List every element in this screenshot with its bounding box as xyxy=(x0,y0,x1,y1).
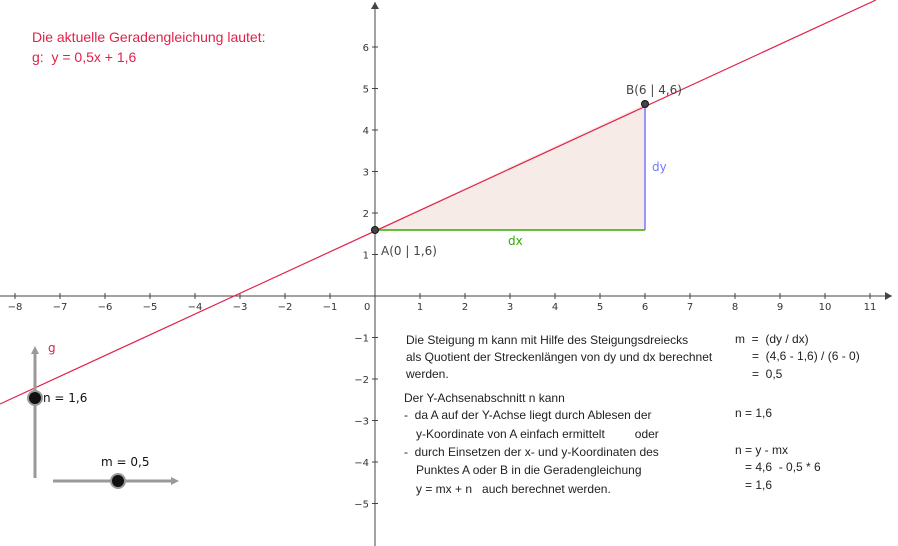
y-axis-ticks: 6 5 4 3 2 1 −1 −2 −3 −4 −5 xyxy=(354,43,378,511)
calc-m-3: = 0,5 xyxy=(752,367,783,381)
point-b-label: B(6 | 4,6) xyxy=(626,83,682,97)
calc-n-3: = 4,6 - 0,5 * 6 xyxy=(745,460,821,474)
x-tick-label: 8 xyxy=(732,302,738,313)
slope-text-2: als Quotient der Streckenlängen von dy u… xyxy=(406,350,713,364)
x-tick-label: 7 xyxy=(687,302,693,313)
y-tick-label: 4 xyxy=(363,126,369,137)
x-tick-label: 6 xyxy=(642,302,648,313)
equation-heading: Die aktuelle Geradengleichung lautet: xyxy=(32,29,266,45)
y-tick-label: −2 xyxy=(354,375,369,386)
x-tick-label: −2 xyxy=(278,302,293,313)
intercept-text-5: y = mx + n auch berechnet werden. xyxy=(416,482,611,496)
x-tick-label: −3 xyxy=(233,302,248,313)
equation-text: g: y = 0,5x + 1,6 xyxy=(32,49,137,65)
y-tick-label: 2 xyxy=(363,209,369,220)
x-tick-label: 5 xyxy=(597,302,603,313)
y-tick-label: −1 xyxy=(354,334,369,345)
calc-n-2: n = y - mx xyxy=(735,443,789,457)
point-a[interactable] xyxy=(371,226,379,234)
x-tick-label: −6 xyxy=(98,302,113,313)
point-b[interactable] xyxy=(641,100,649,108)
slider-n-handle[interactable] xyxy=(27,390,43,406)
x-tick-label: 9 xyxy=(777,302,783,313)
calc-n-4: = 1,6 xyxy=(745,478,773,492)
intercept-heading: Der Y-Achsenabschnitt n kann xyxy=(404,391,565,405)
line-g-label: g xyxy=(48,341,56,355)
y-tick-label: 6 xyxy=(363,43,369,54)
intercept-text-4: Punktes A oder B in die Geradengleichung xyxy=(416,463,642,477)
dx-label: dx xyxy=(508,234,523,248)
y-axis-arrow xyxy=(371,2,379,9)
x-tick-label: 1 xyxy=(417,302,423,313)
x-tick-label: −5 xyxy=(143,302,158,313)
slope-text-3: werden. xyxy=(406,367,449,381)
x-axis-ticks: −8 −7 −6 −5 −4 −3 −2 −1 1 2 3 4 5 6 7 8 9 10 11 xyxy=(8,293,877,313)
y-tick-label: −5 xyxy=(354,500,369,511)
dy-label: dy xyxy=(652,160,667,174)
intercept-text-2: y-Koordinate von A einfach ermittelt ode… xyxy=(416,427,659,441)
y-tick-label: −4 xyxy=(354,458,369,469)
x-tick-label: 4 xyxy=(552,302,558,313)
x-tick-label: 3 xyxy=(507,302,513,313)
x-tick-label: −8 xyxy=(8,302,23,313)
point-a-label: A(0 | 1,6) xyxy=(381,244,437,258)
y-tick-label: 1 xyxy=(363,251,369,262)
y-tick-label: −3 xyxy=(354,417,369,428)
x-tick-label: −7 xyxy=(53,302,68,313)
x-axis-arrow xyxy=(885,292,892,300)
slider-m-label: m = 0,5 xyxy=(101,455,149,469)
slider-m-arrow xyxy=(171,477,179,485)
slider-n-label: n = 1,6 xyxy=(43,391,87,405)
slider-n-arrow xyxy=(31,346,39,354)
slope-triangle xyxy=(375,104,645,230)
y-tick-label: 5 xyxy=(363,85,369,96)
x-tick-label: 11 xyxy=(864,302,877,313)
calc-n-1: n = 1,6 xyxy=(735,406,773,420)
slider-m-handle[interactable] xyxy=(110,473,126,489)
calc-m-1: m = (dy / dx) xyxy=(735,332,809,346)
x-tick-label: 2 xyxy=(462,302,468,313)
origin-label: 0 xyxy=(364,302,370,313)
intercept-text-3: - durch Einsetzen der x- und y-Koordinat… xyxy=(404,445,659,459)
y-tick-label: 3 xyxy=(363,168,369,179)
slope-text-1: Die Steigung m kann mit Hilfe des Steigu… xyxy=(406,333,689,347)
intercept-text-1: - da A auf der Y-Achse liegt durch Ables… xyxy=(404,408,652,422)
calc-m-2: = (4,6 - 1,6) / (6 - 0) xyxy=(752,349,860,363)
x-tick-label: 10 xyxy=(819,302,832,313)
x-tick-label: −4 xyxy=(188,302,203,313)
line-g[interactable] xyxy=(0,0,877,405)
x-tick-label: −1 xyxy=(323,302,338,313)
